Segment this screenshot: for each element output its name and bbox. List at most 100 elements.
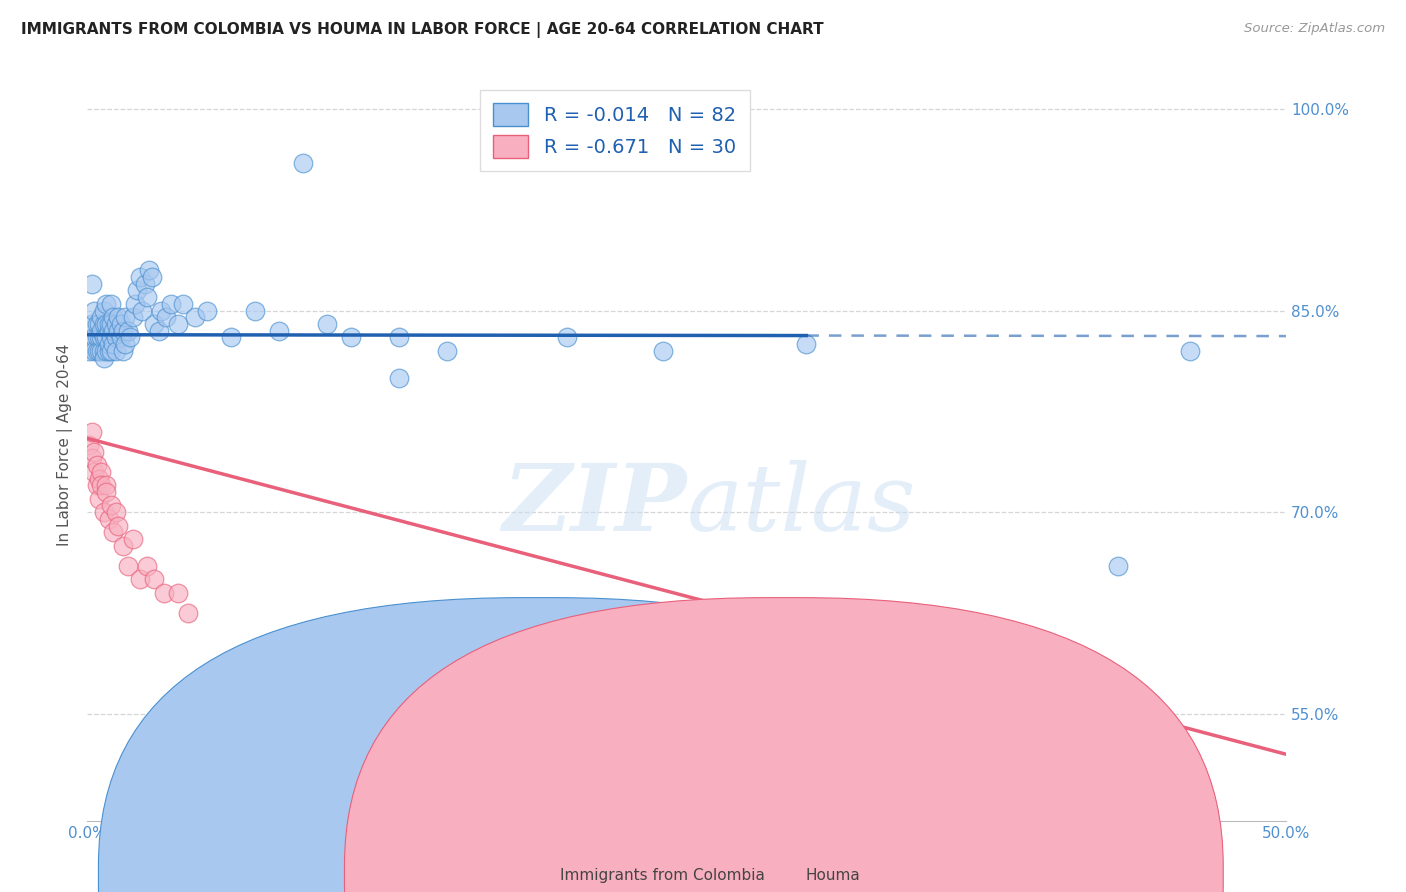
Point — [83, 303, 105, 318]
Point — [93, 343, 115, 358]
Text: Source: ZipAtlas.com: Source: ZipAtlas.com — [1244, 22, 1385, 36]
Point — [112, 324, 135, 338]
Point — [90, 324, 112, 338]
Point — [291, 155, 314, 169]
Point — [107, 310, 129, 325]
Point — [80, 277, 103, 291]
Point — [87, 472, 110, 486]
Point — [83, 330, 105, 344]
Point — [96, 485, 118, 500]
Point — [87, 317, 110, 331]
Point — [104, 317, 127, 331]
Point — [96, 343, 118, 358]
Point — [340, 330, 363, 344]
Point — [436, 343, 458, 358]
Point — [121, 310, 143, 325]
Point — [103, 324, 125, 338]
Point — [97, 317, 120, 331]
Point — [90, 343, 112, 358]
Point — [100, 330, 122, 344]
Point — [131, 303, 153, 318]
Point — [112, 539, 135, 553]
Point — [172, 297, 194, 311]
Point — [83, 444, 105, 458]
Point — [96, 330, 118, 344]
Point — [79, 343, 101, 358]
Point — [80, 451, 103, 466]
Text: IMMIGRANTS FROM COLOMBIA VS HOUMA IN LABOR FORCE | AGE 20-64 CORRELATION CHART: IMMIGRANTS FROM COLOMBIA VS HOUMA IN LAB… — [21, 22, 824, 38]
Point — [86, 458, 108, 472]
Point — [96, 317, 118, 331]
Point — [243, 303, 266, 318]
Point — [134, 277, 156, 291]
Point — [104, 330, 127, 344]
Point — [160, 297, 183, 311]
Point — [150, 303, 173, 318]
Point — [87, 343, 110, 358]
Point — [987, 733, 1010, 747]
Point — [167, 317, 190, 331]
Point — [103, 525, 125, 540]
Point — [107, 518, 129, 533]
Point — [148, 324, 170, 338]
Point — [93, 505, 115, 519]
Text: atlas: atlas — [686, 460, 917, 550]
Point — [121, 532, 143, 546]
Point — [651, 343, 673, 358]
Point — [100, 499, 122, 513]
Point — [152, 586, 174, 600]
Point — [100, 297, 122, 311]
Point — [96, 297, 118, 311]
Point — [136, 559, 159, 574]
Point — [114, 337, 136, 351]
Point — [100, 317, 122, 331]
Y-axis label: In Labor Force | Age 20-64: In Labor Force | Age 20-64 — [58, 343, 73, 546]
Point — [110, 317, 132, 331]
Point — [177, 606, 200, 620]
Point — [79, 438, 101, 452]
Point — [104, 505, 127, 519]
Point — [97, 343, 120, 358]
Point — [86, 343, 108, 358]
Text: Houma: Houma — [806, 868, 860, 882]
Point — [93, 303, 115, 318]
Point — [97, 324, 120, 338]
Point — [100, 343, 122, 358]
Point — [97, 512, 120, 526]
Point — [104, 343, 127, 358]
Point — [143, 573, 166, 587]
Point — [184, 310, 207, 325]
Point — [80, 317, 103, 331]
Point — [112, 343, 135, 358]
Point — [83, 465, 105, 479]
Point — [128, 269, 150, 284]
Point — [388, 371, 411, 385]
Text: ZIP: ZIP — [502, 460, 686, 550]
Point — [143, 317, 166, 331]
Point — [141, 269, 163, 284]
Point — [114, 310, 136, 325]
Point — [127, 284, 149, 298]
Legend: R = -0.014   N = 82, R = -0.671   N = 30: R = -0.014 N = 82, R = -0.671 N = 30 — [479, 89, 749, 171]
Point — [987, 666, 1010, 681]
Point — [93, 317, 115, 331]
Point — [90, 330, 112, 344]
Point — [796, 337, 818, 351]
Point — [90, 465, 112, 479]
Point — [86, 330, 108, 344]
Point — [138, 263, 160, 277]
Point — [1178, 343, 1201, 358]
Point — [90, 310, 112, 325]
Point — [86, 478, 108, 492]
Point — [1107, 559, 1129, 574]
Point — [155, 310, 177, 325]
Point — [97, 337, 120, 351]
Point — [96, 478, 118, 492]
Point — [267, 324, 290, 338]
Point — [103, 337, 125, 351]
Point — [167, 586, 190, 600]
Point — [195, 303, 218, 318]
Text: Immigrants from Colombia: Immigrants from Colombia — [560, 868, 765, 882]
Point — [555, 330, 578, 344]
Point — [86, 317, 108, 331]
